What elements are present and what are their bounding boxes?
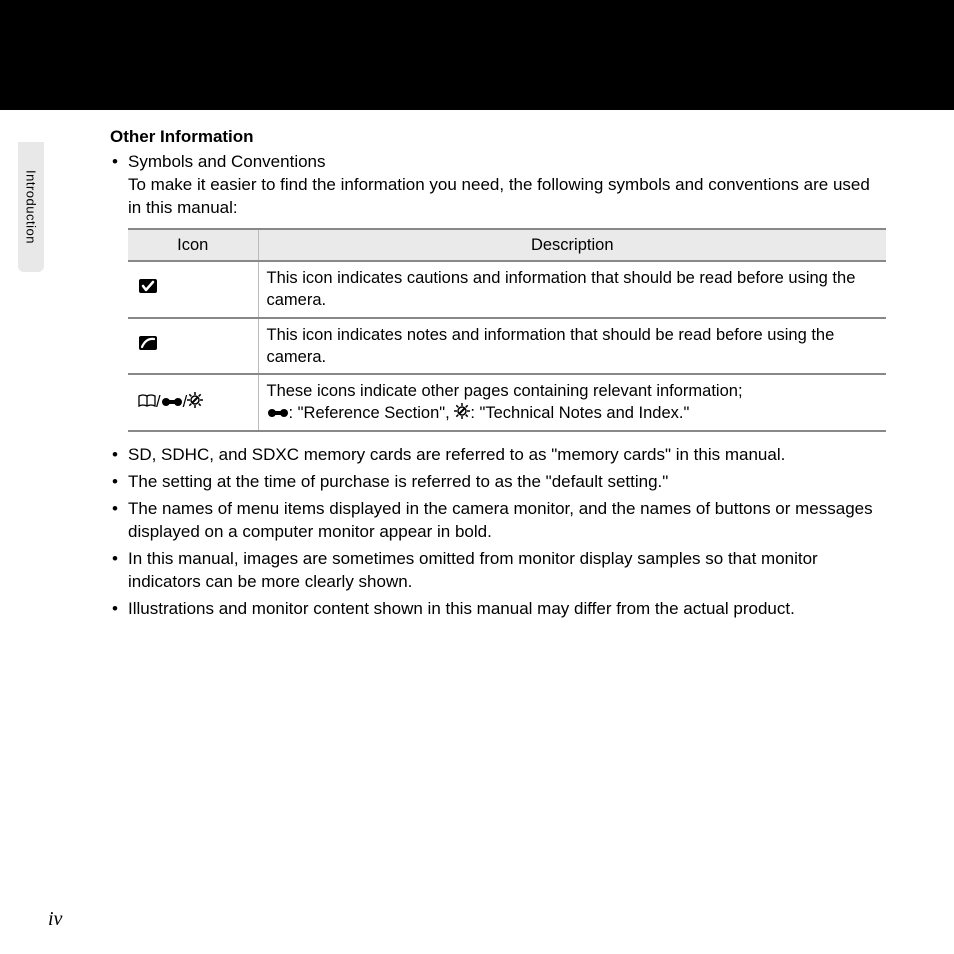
bullet-item: The setting at the time of purchase is r… <box>110 471 886 494</box>
symbols-table: Icon Description <box>128 228 886 432</box>
reference-icon <box>267 403 289 425</box>
caution-icon <box>138 278 158 300</box>
table-row: / / <box>128 374 886 431</box>
row-desc: This icon indicates notes and informatio… <box>258 318 886 375</box>
col-icon: Icon <box>128 229 258 261</box>
header-black-bar <box>0 0 954 110</box>
intro-item: Symbols and Conventions To make it easie… <box>110 151 886 432</box>
bullet-item: The names of menu items displayed in the… <box>110 498 886 544</box>
desc-tech: : "Technical Notes and Index." <box>470 404 689 422</box>
technical-icon <box>454 403 470 425</box>
page-number: iv <box>48 908 62 931</box>
sidebar-label: Introduction <box>24 170 39 244</box>
book-icon <box>138 392 156 414</box>
table-header-row: Icon Description <box>128 229 886 261</box>
note-icon <box>138 335 158 357</box>
bullet-item: Illustrations and monitor content shown … <box>110 598 886 621</box>
sidebar-tab: Introduction <box>18 142 44 272</box>
bullet-item: In this manual, images are sometimes omi… <box>110 548 886 594</box>
reference-icon <box>161 392 183 414</box>
desc-ref: : "Reference Section", <box>289 404 455 422</box>
section-heading: Other Information <box>110 126 886 149</box>
table-row: This icon indicates notes and informatio… <box>128 318 886 375</box>
intro-body: To make it easier to find the informatio… <box>128 175 870 217</box>
intro-title: Symbols and Conventions <box>128 152 326 171</box>
page-content: Introduction Other Information Symbols a… <box>0 110 954 621</box>
technical-icon <box>187 392 203 414</box>
desc-line1: These icons indicate other pages contain… <box>267 382 743 400</box>
table-row: This icon indicates cautions and informa… <box>128 261 886 318</box>
row-desc: These icons indicate other pages contain… <box>258 374 886 431</box>
bullet-item: SD, SDHC, and SDXC memory cards are refe… <box>110 444 886 467</box>
col-description: Description <box>258 229 886 261</box>
row-desc: This icon indicates cautions and informa… <box>258 261 886 318</box>
